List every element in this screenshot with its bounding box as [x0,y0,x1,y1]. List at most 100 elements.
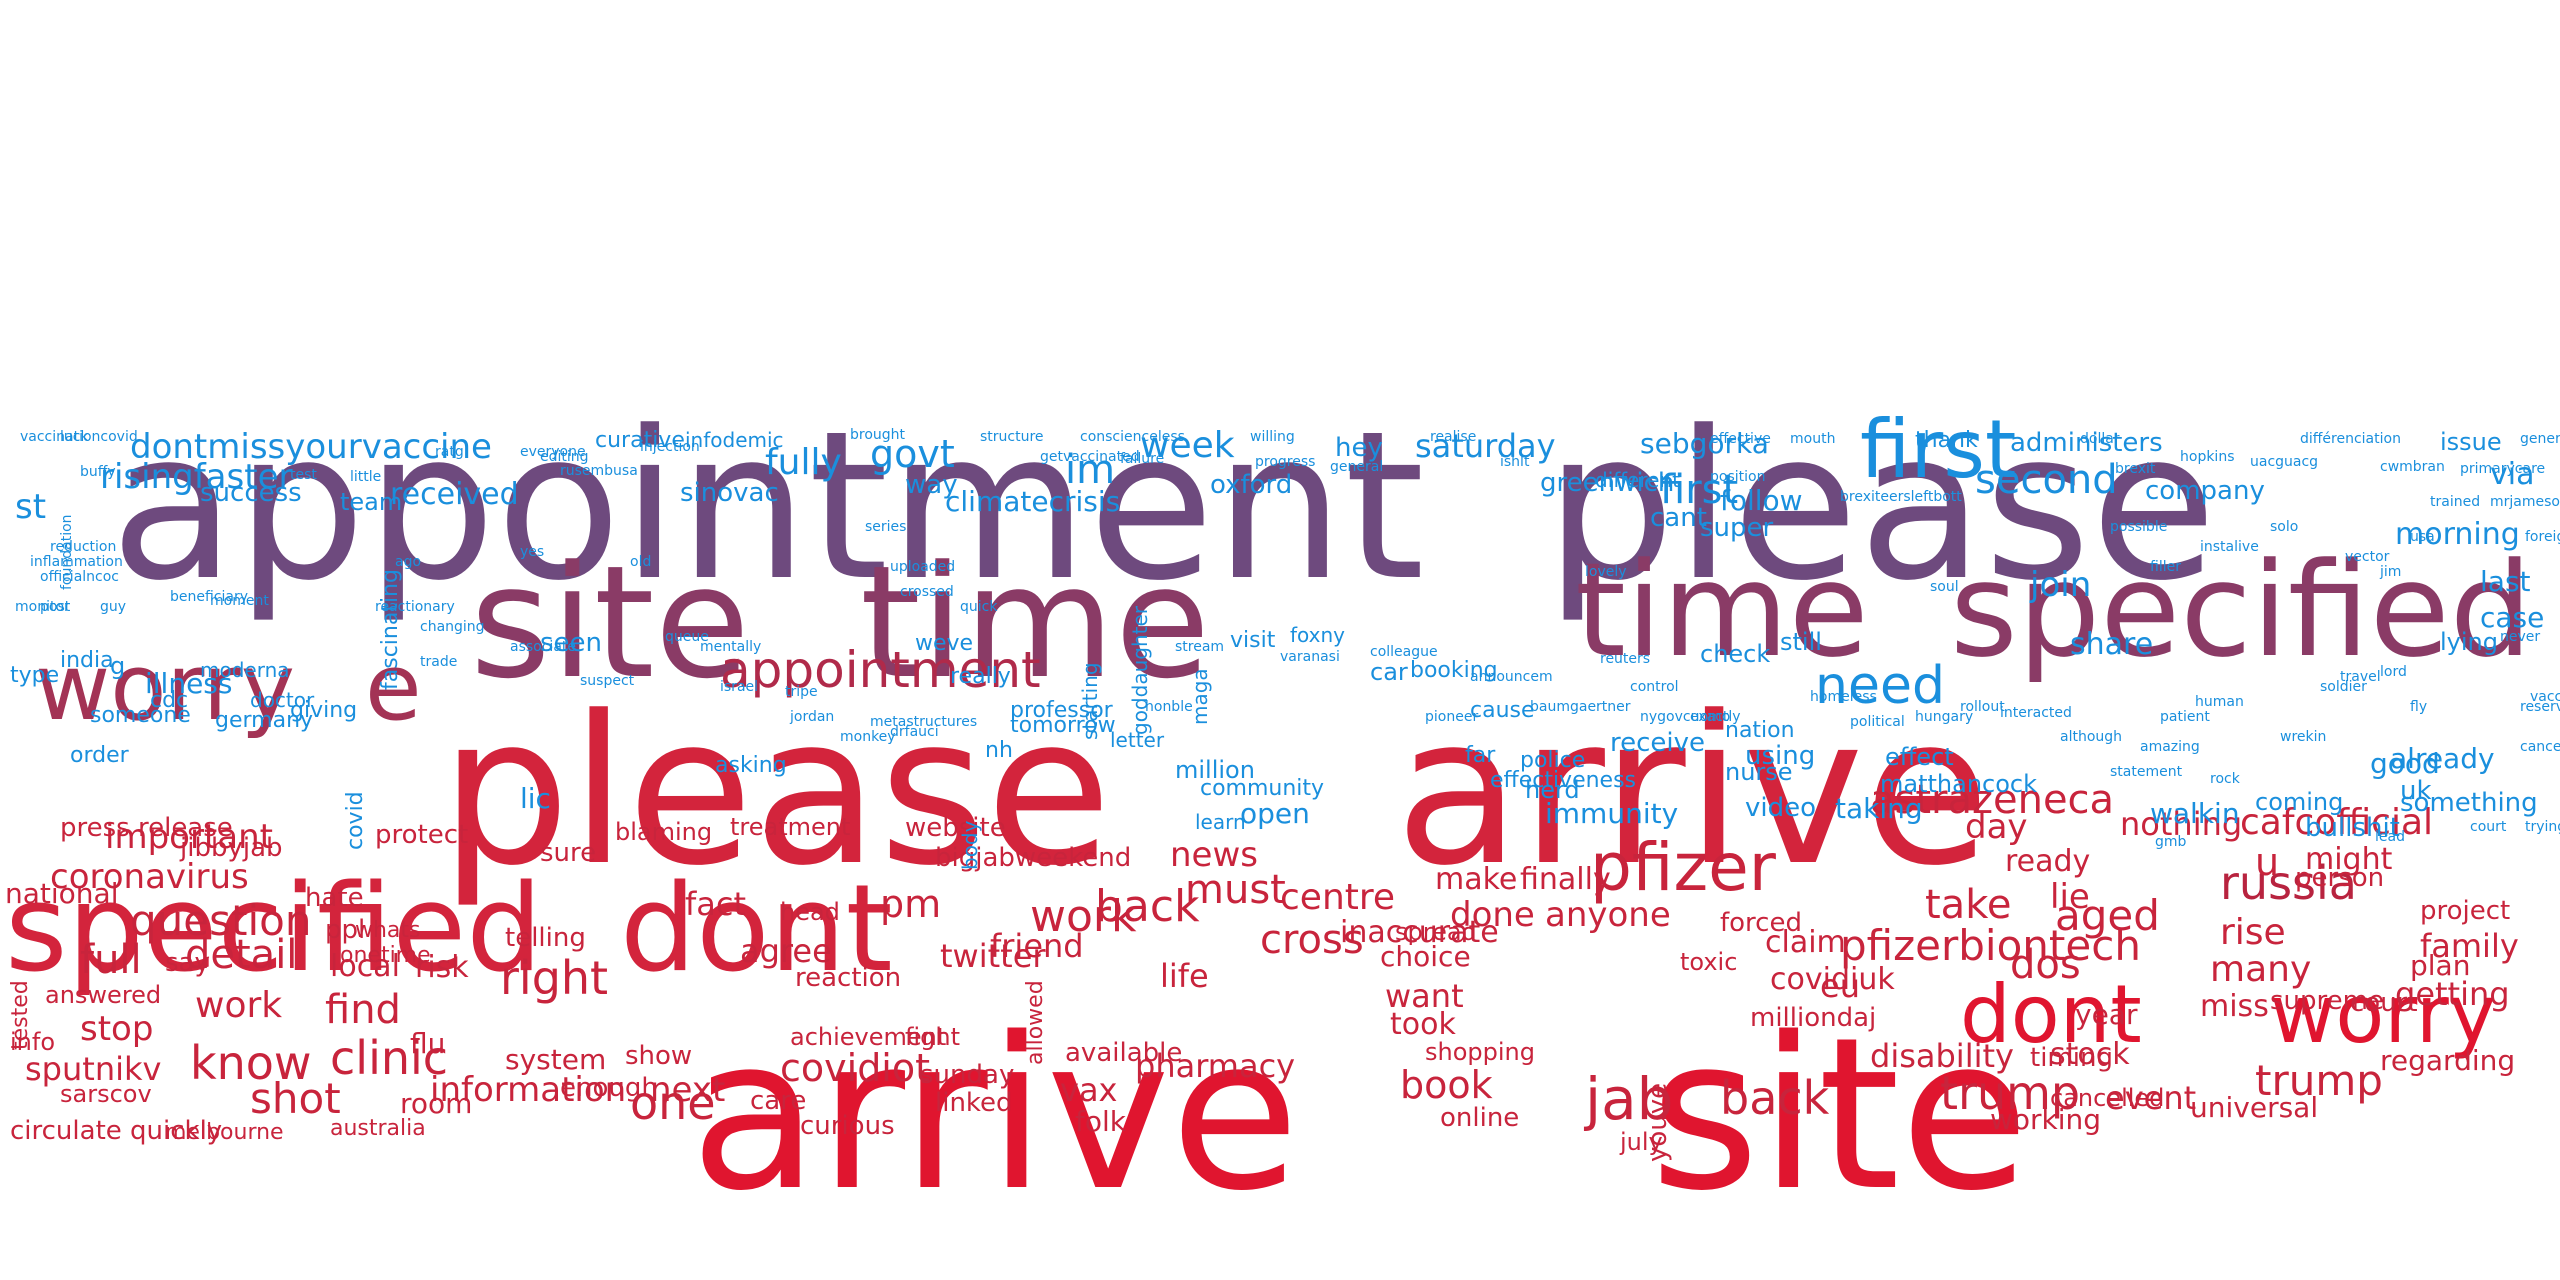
cloud-word: india [60,648,114,673]
cloud-word: hey [1335,433,1383,463]
cloud-word: local [330,949,400,984]
cloud-word: press release [60,813,233,843]
cloud-word: enough [560,1073,658,1103]
cloud-word: forced [1720,908,1802,938]
cloud-word: time [860,532,1211,713]
cloud-word: morning [2395,517,2520,552]
cloud-word: filler [2150,559,2181,575]
cloud-word: claim [1765,925,1846,960]
cloud-word: taking [1835,792,1923,825]
cloud-word: foreigner [2525,529,2560,545]
cloud-word: brexiteersleftbott [1840,489,1962,505]
cloud-word: working [1990,1103,2102,1136]
cloud-word: cancelled [2050,1084,2165,1112]
cloud-word: usa [2410,529,2435,545]
cloud-word: info [10,1028,56,1056]
cloud-word: year [2075,998,2138,1031]
cloud-word: oxford [1210,470,1293,500]
cloud-word: matthancock [1880,770,2038,798]
cloud-word: back [1095,881,1200,932]
cloud-word: political [1850,714,1905,730]
cloud-word: cancelled [2520,739,2560,755]
cloud-word: sputnikv [25,1050,162,1088]
cloud-word: done [1450,895,1535,935]
cloud-word: please [440,673,1112,911]
cloud-word: announcem [1470,669,1553,685]
cloud-word: pioneer [1425,709,1479,725]
cloud-word: shopping [1425,1038,1535,1066]
cloud-word: something [2400,788,2538,818]
cloud-word: coming [2255,788,2344,816]
cloud-word: video [1745,793,1817,823]
cloud-word: toxic [1680,948,1738,976]
cloud-word: russia [2220,856,2357,910]
cloud-word: getvaccinated [1040,449,1140,465]
cloud-word: govt [870,432,955,476]
cloud-word: sinovac [680,478,779,508]
cloud-word: weve [915,631,974,656]
cloud-word: e [365,634,422,741]
cloud-word: worry [2270,968,2497,1061]
cloud-word: luck [60,429,89,445]
cloud-word: head [780,898,840,926]
cloud-word: willing [1250,429,1295,445]
cloud-word: regarding [2380,1044,2516,1077]
cloud-word: brexit [2115,461,2156,477]
cloud-word: brought [850,427,906,443]
cloud-word: everyone [520,444,586,460]
cloud-word: team [340,488,403,516]
cloud-word: fly [2410,699,2428,715]
cloud-word: arrive [690,992,1300,1237]
cloud-word: might [2305,842,2393,877]
cloud-word: milliondaj [1750,1003,1877,1033]
cloud-word: case [2480,601,2545,634]
cloud-word: effect [1885,743,1954,771]
cloud-word: national [5,877,119,910]
cloud-word: lying [2440,628,2498,656]
cloud-word: tripe [785,684,818,700]
cloud-word: curious [800,1111,895,1141]
cloud-word: day [1965,807,2028,847]
cloud-word: site [1650,992,2030,1237]
cloud-word: metastructures [870,714,978,730]
cloud-word: appointment [720,641,1041,699]
cloud-word: mouth [1790,431,1836,447]
cloud-word: one [630,1076,716,1130]
cloud-word: hopkins [2180,449,2235,465]
cloud-word: flu [410,1027,446,1060]
cloud-word: tomorrow [1010,713,1116,738]
cloud-word: g [110,652,126,680]
cloud-word: visit [1230,628,1276,653]
cloud-word: learn [1195,810,1246,834]
cloud-word: back [1720,1071,1830,1125]
cloud-word: hate [305,883,364,913]
cloud-word: please [1545,388,2217,626]
cloud-word: vector [2345,549,2390,565]
cloud-word: monkey [840,729,896,745]
cloud-word: nh [985,738,1013,763]
cloud-word: effective [1710,431,1771,447]
cloud-word: treatment [730,813,851,841]
cloud-word: ishlt [1500,454,1530,470]
cloud-word: dontmissyourvaccine [130,427,492,467]
cloud-word: ppl [325,915,366,945]
cloud-word: test [290,467,317,483]
cloud-word: covidiot [780,1046,931,1090]
cloud-word: inaccurate [1340,915,1499,950]
cloud-word: curative [595,428,685,453]
cloud-word: bigjabweekend [935,843,1132,873]
cloud-word: general [1330,459,1384,475]
cloud-word: getting [2395,975,2510,1013]
cloud-word: choice [1380,940,1471,973]
cloud-word: cdc [150,688,189,713]
cloud-word: moment [210,593,269,609]
cloud-word: someone [90,703,191,728]
cloud-word: important [105,817,273,857]
cloud-word: seen [540,628,603,658]
cloud-word: ratg [435,444,464,460]
cloud-word: dos [2010,942,2081,988]
cloud-word: receive [1610,728,1706,758]
cloud-word: news [1170,835,1258,875]
cloud-word: system [505,1043,607,1076]
cloud-word: work [195,985,283,1026]
